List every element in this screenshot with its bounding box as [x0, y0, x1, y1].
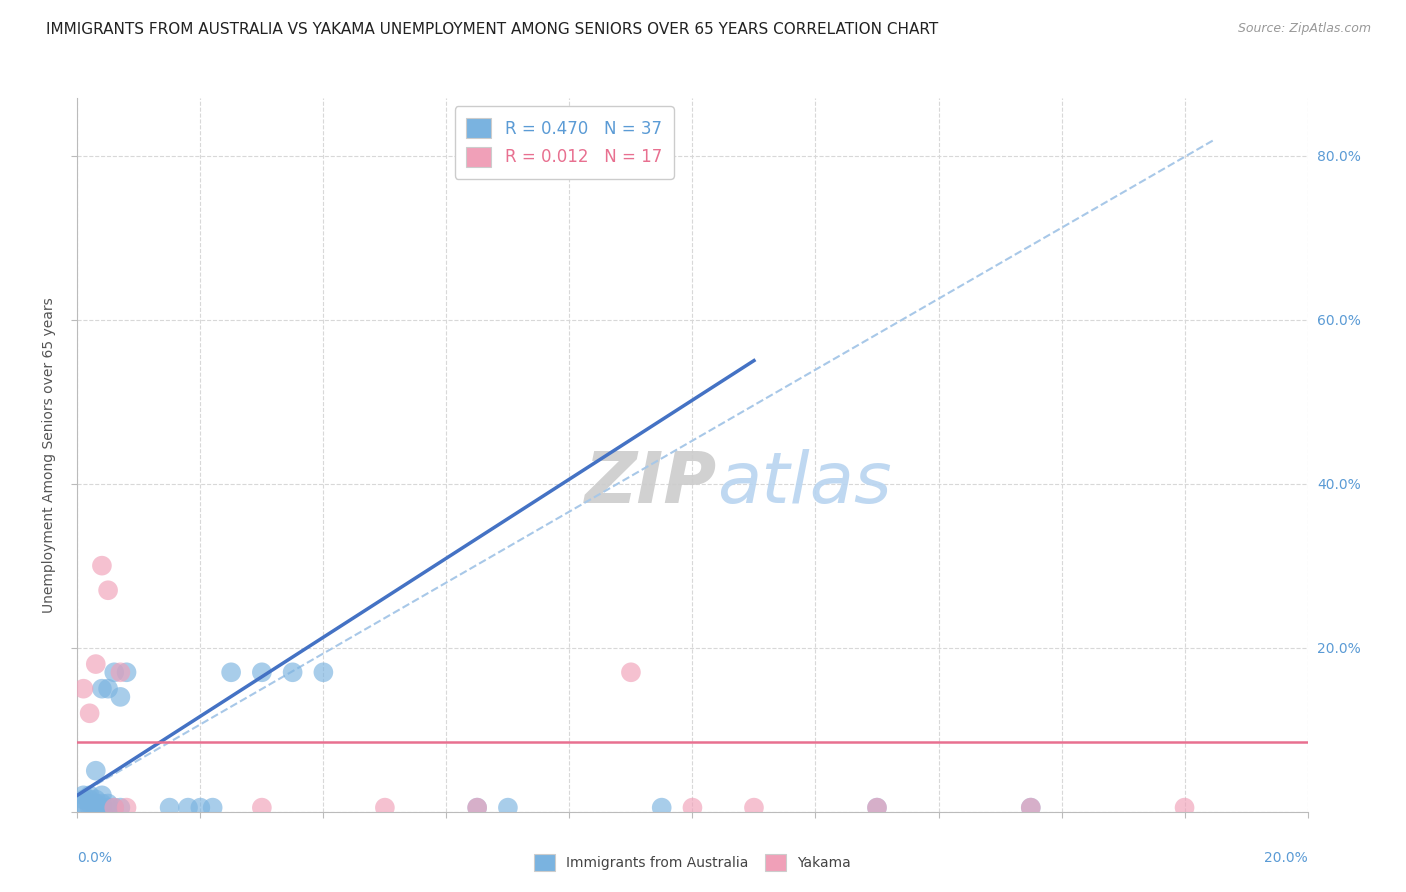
Point	[201, 800, 224, 814]
Point	[72, 797, 94, 811]
Point	[742, 800, 765, 814]
Text: IMMIGRANTS FROM AUSTRALIA VS YAKAMA UNEMPLOYMENT AMONG SENIORS OVER 65 YEARS COR: IMMIGRANTS FROM AUSTRALIA VS YAKAMA UNEM…	[46, 22, 939, 37]
Point	[651, 800, 673, 814]
Text: 0.0%: 0.0%	[77, 851, 112, 865]
Point	[219, 665, 242, 680]
Point	[79, 789, 101, 803]
Point	[682, 800, 704, 814]
Point	[72, 792, 94, 806]
Point	[465, 800, 488, 814]
Point	[1019, 800, 1042, 814]
Point	[90, 797, 114, 811]
Point	[79, 800, 101, 814]
Legend: Immigrants from Australia, Yakama: Immigrants from Australia, Yakama	[529, 848, 856, 876]
Point	[374, 800, 396, 814]
Point	[250, 665, 273, 680]
Point	[188, 800, 212, 814]
Point	[79, 706, 101, 721]
Point	[84, 657, 107, 671]
Point	[97, 681, 120, 696]
Point	[1019, 800, 1042, 814]
Point	[110, 665, 132, 680]
Y-axis label: Unemployment Among Seniors over 65 years: Unemployment Among Seniors over 65 years	[42, 297, 56, 613]
Point	[97, 583, 120, 598]
Point	[84, 764, 107, 778]
Point	[103, 665, 125, 680]
Point	[1174, 800, 1197, 814]
Point	[72, 789, 94, 803]
Point	[312, 665, 335, 680]
Point	[159, 800, 181, 814]
Point	[97, 800, 120, 814]
Point	[115, 665, 138, 680]
Text: ZIP: ZIP	[585, 449, 717, 518]
Point	[620, 665, 643, 680]
Point	[72, 800, 94, 814]
Point	[103, 800, 125, 814]
Text: 20.0%: 20.0%	[1264, 851, 1308, 865]
Point	[177, 800, 200, 814]
Point	[97, 797, 120, 811]
Point	[90, 789, 114, 803]
Point	[115, 800, 138, 814]
Point	[84, 792, 107, 806]
Point	[110, 800, 132, 814]
Text: atlas: atlas	[717, 449, 891, 518]
Point	[90, 681, 114, 696]
Point	[866, 800, 889, 814]
Point	[281, 665, 304, 680]
Point	[110, 690, 132, 704]
Point	[79, 792, 101, 806]
Point	[250, 800, 273, 814]
Point	[103, 800, 125, 814]
Point	[90, 800, 114, 814]
Text: Source: ZipAtlas.com: Source: ZipAtlas.com	[1237, 22, 1371, 36]
Point	[79, 797, 101, 811]
Point	[866, 800, 889, 814]
Point	[72, 681, 94, 696]
Point	[496, 800, 519, 814]
Point	[84, 800, 107, 814]
Point	[84, 797, 107, 811]
Point	[90, 558, 114, 573]
Point	[465, 800, 488, 814]
